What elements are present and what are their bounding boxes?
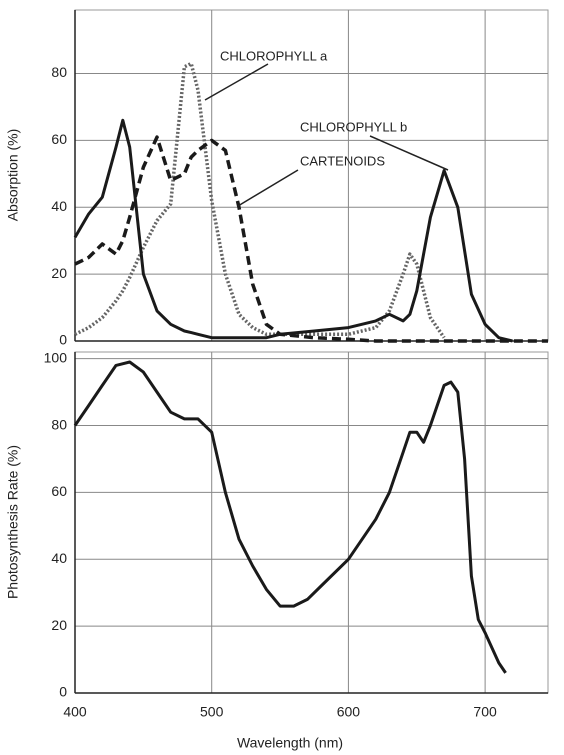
y-tick-label: 40 bbox=[51, 198, 67, 214]
annotation-leader bbox=[204, 63, 269, 101]
data-line bbox=[74, 61, 446, 339]
series-label: CHLOROPHYLL b bbox=[300, 119, 407, 134]
y-tick-label: 20 bbox=[51, 265, 67, 281]
series-label: CARTENOIDS bbox=[300, 153, 385, 168]
plot-frame bbox=[74, 351, 549, 694]
y-tick-label: 100 bbox=[44, 349, 68, 365]
y-tick-label: 60 bbox=[51, 483, 67, 499]
data-line bbox=[74, 135, 548, 343]
y-axis-label: Photosynthesis Rate (%) bbox=[5, 445, 21, 599]
x-tick-label: 500 bbox=[200, 704, 224, 720]
x-tick-label: 600 bbox=[337, 704, 361, 720]
x-tick-label: 700 bbox=[473, 704, 497, 720]
x-axis-label: Wavelength (nm) bbox=[237, 735, 343, 751]
data-line bbox=[73, 360, 507, 674]
data-line bbox=[73, 118, 513, 343]
y-tick-label: 80 bbox=[51, 64, 67, 80]
y-tick-label: 40 bbox=[51, 550, 67, 566]
y-tick-label: 0 bbox=[59, 332, 67, 348]
y-tick-label: 80 bbox=[51, 416, 67, 432]
annotation-leader bbox=[237, 169, 299, 207]
y-tick-label: 20 bbox=[51, 617, 67, 633]
y-tick-label: 0 bbox=[59, 684, 67, 700]
y-axis-label: Absorption (%) bbox=[5, 129, 21, 222]
series-label: CHLOROPHYLL a bbox=[220, 48, 328, 63]
annotation-leader bbox=[369, 135, 449, 171]
y-tick-label: 60 bbox=[51, 131, 67, 147]
x-tick-label: 400 bbox=[63, 704, 87, 720]
